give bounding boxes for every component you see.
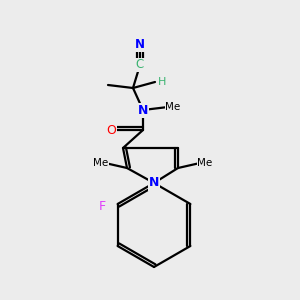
Text: N: N [138,103,148,116]
Text: H: H [158,77,166,87]
Text: N: N [135,38,145,52]
Text: Me: Me [197,158,213,168]
Text: Me: Me [165,102,181,112]
Text: O: O [106,124,116,136]
Text: F: F [98,200,106,214]
Text: N: N [149,176,159,190]
Text: Me: Me [93,158,109,168]
Text: C: C [136,58,144,71]
